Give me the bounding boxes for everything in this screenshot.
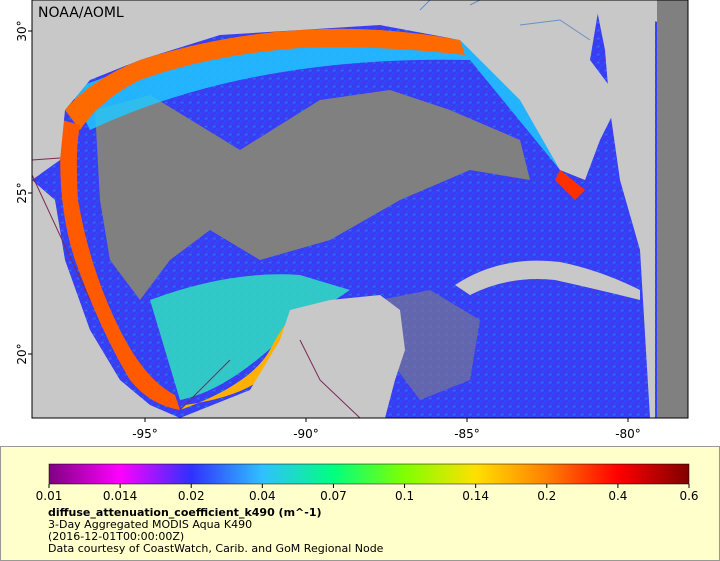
colorbar-tick-label: 0.04	[249, 489, 276, 503]
rivers	[419, 0, 591, 41]
y-axis: 30° 25° 20°	[15, 20, 32, 365]
colorbar-tick-label: 0.014	[103, 489, 137, 503]
turbid-rim-north	[65, 28, 465, 130]
land-north	[32, 0, 688, 180]
x-axis: -95° -90° -85° -80°	[132, 418, 641, 441]
y-tick-label: 20°	[15, 343, 29, 364]
coastal-band-south	[150, 274, 350, 400]
colorbar-tick-label: 0.1	[395, 489, 414, 503]
map-credit: NOAA/AOML	[38, 5, 124, 21]
turbid-rim-florida	[555, 170, 585, 200]
colorbar-tick-label: 0.07	[320, 489, 347, 503]
land-cuba	[455, 260, 640, 300]
x-tick-label: -90°	[293, 427, 319, 441]
legend-date: (2016-12-01T00:00:00Z)	[48, 530, 185, 543]
map-canvas: NOAA/AOML 30° 25° 20° -95° -90° -85° -80…	[15, 0, 689, 441]
legend-title: diffuse_attenuation_coefficient_k490 (m^…	[48, 506, 322, 519]
colorbar-tick-label: 0.6	[679, 489, 698, 503]
no-data-swath	[95, 90, 530, 300]
political-borders	[31, 157, 361, 419]
y-tick-label: 30°	[15, 20, 29, 41]
x-tick-label: -85°	[454, 427, 480, 441]
legend-panel: 0.01 0.014 0.02 0.04 0.07 0.1 0.14 0.2 0.4 0.6 di…	[0, 446, 720, 561]
legend-credit: Data courtesy of CoastWatch, Carib. and …	[48, 542, 384, 555]
y-tick-label: 25°	[15, 182, 29, 203]
coastal-band-north	[70, 35, 600, 170]
colorbar-tick-label: 0.01	[36, 489, 63, 503]
no-data-patch	[380, 290, 480, 400]
map-view: NOAA/AOML 30° 25° 20° -95° -90° -85° -80…	[15, 0, 689, 441]
land-yucatan	[180, 295, 405, 418]
colorbar-tick-label: 0.14	[462, 489, 489, 503]
colorbar-tick-label: 0.2	[537, 489, 556, 503]
plot-frame	[31, 0, 689, 419]
no-data-strip-east	[657, 0, 688, 418]
colorbar-tick-label: 0.02	[178, 489, 205, 503]
turbid-rim-west	[60, 120, 181, 410]
x-tick-label: -80°	[615, 427, 641, 441]
legend-subtitle: 3-Day Aggregated MODIS Aqua K490	[48, 518, 253, 531]
colorbar: 0.01 0.014 0.02 0.04 0.07 0.1 0.14 0.2 0.4 0.6	[36, 463, 699, 503]
colorbar-tick-label: 0.4	[608, 489, 627, 503]
land-florida-bahamas	[595, 0, 655, 418]
x-tick-label: -95°	[132, 427, 158, 441]
land-mexico	[32, 180, 180, 418]
colorbar-strip	[48, 463, 690, 485]
colorbar-ticks: 0.01 0.014 0.02 0.04 0.07 0.1 0.14 0.2 0.4 0.6	[36, 484, 699, 503]
